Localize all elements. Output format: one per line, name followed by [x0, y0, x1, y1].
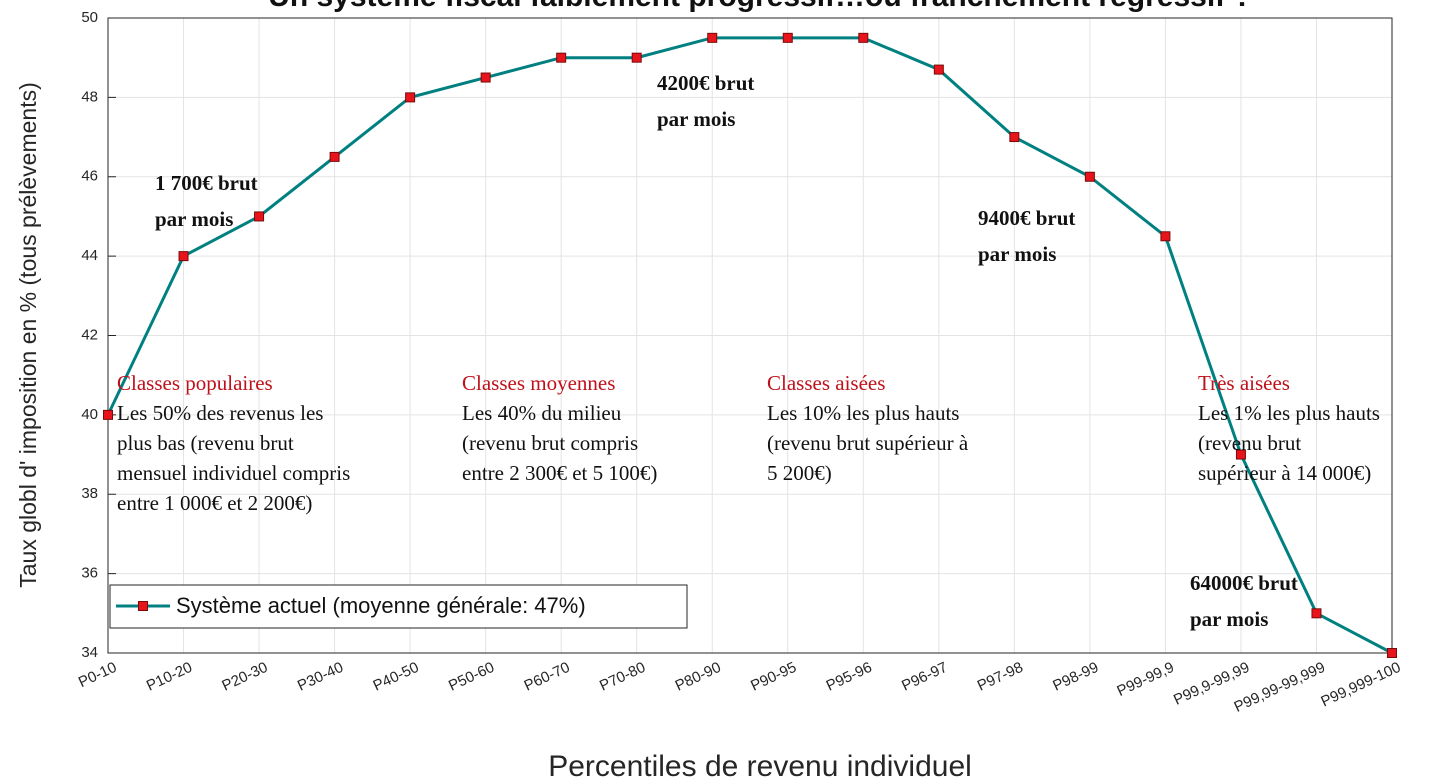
y-tick-label: 48	[81, 88, 98, 105]
data-point	[1084, 171, 1095, 182]
annotation: 64000€ brut	[1190, 571, 1298, 595]
data-point	[103, 409, 113, 420]
annotation: par mois	[657, 107, 735, 131]
x-tick-label: P10-20	[144, 659, 195, 695]
legend-label: Système actuel (moyenne générale: 47%)	[176, 593, 586, 618]
legend-marker	[138, 601, 148, 611]
x-tick-label: P90-95	[748, 659, 799, 695]
class-text: plus bas (revenu brut	[117, 431, 294, 455]
axes-box	[107, 17, 1393, 654]
data-line	[106, 36, 1393, 655]
data-point	[178, 251, 189, 262]
annotation: par mois	[155, 207, 233, 231]
x-axis-label: Percentiles de revenu individuel	[548, 750, 972, 783]
class-title: Classes populaires	[117, 371, 273, 395]
class-text: supérieur à 14 000€)	[1198, 461, 1371, 485]
class-text: (revenu brut supérieur à	[767, 431, 969, 455]
annotation: 9400€ brut	[978, 206, 1075, 230]
x-tick-label: P95-96	[824, 659, 875, 695]
class-text: entre 2 300€ et 5 100€)	[462, 461, 657, 485]
class-text: (revenu brut compris	[462, 431, 638, 455]
data-point	[933, 64, 944, 75]
x-tick-label: P97-98	[975, 659, 1026, 695]
annotation: par mois	[978, 242, 1056, 266]
x-tick-label: P50-60	[446, 659, 497, 695]
data-point	[858, 32, 869, 43]
data-point	[631, 52, 642, 63]
y-tick-label: 50	[81, 9, 98, 26]
y-axis-label: Taux globl d' imposition en % (tous prél…	[15, 82, 41, 588]
x-tick-label: P0-10	[76, 659, 119, 691]
x-tick-label: P99,999-100	[1318, 659, 1403, 711]
class-title: Classes aisées	[767, 371, 885, 395]
x-tick-label: P60-70	[522, 659, 573, 695]
data-point	[1160, 231, 1171, 242]
y-tick-label: 36	[81, 565, 98, 582]
annotation: 1 700€ brut	[155, 171, 258, 195]
x-tick-label: P70-80	[597, 659, 648, 695]
data-point	[782, 32, 793, 43]
class-text: Les 1% les plus hauts	[1198, 401, 1380, 425]
data-point	[405, 92, 416, 103]
annotation: 4200€ brut	[657, 71, 754, 95]
y-tick-label: 46	[81, 168, 98, 185]
data-point	[707, 32, 718, 43]
class-text: (revenu brut	[1198, 431, 1301, 455]
y-tick-label: 40	[81, 406, 98, 423]
data-point	[1235, 449, 1246, 460]
x-tick-label: P96-97	[899, 659, 950, 695]
y-tick-label: 38	[81, 485, 98, 502]
x-tick-label: P40-50	[370, 659, 421, 695]
y-tick-label: 44	[81, 247, 98, 264]
y-tick-label: 42	[81, 326, 98, 343]
x-tick-label: P99-99,9	[1114, 659, 1176, 700]
class-text: Les 10% les plus hauts	[767, 401, 959, 425]
annotation: par mois	[1190, 607, 1268, 631]
data-point	[556, 52, 567, 63]
data-point	[1387, 648, 1397, 658]
legend-box	[109, 584, 688, 629]
class-text: Les 50% des revenus les	[117, 401, 323, 425]
chart-title: Un système fiscal faiblement progressif……	[268, 0, 1252, 13]
class-title: Classes moyennes	[462, 371, 615, 395]
x-tick-label: P20-30	[219, 659, 270, 695]
x-tick-label: P80-90	[673, 659, 724, 695]
data-point	[254, 211, 265, 222]
class-text: mensuel individuel compris	[117, 461, 350, 485]
data-point	[329, 151, 340, 162]
data-point	[1311, 608, 1322, 619]
class-text: 5 200€)	[767, 461, 832, 485]
x-tick-label: P98-99	[1050, 659, 1101, 695]
x-tick-label: P30-40	[295, 659, 346, 695]
data-point	[480, 72, 491, 83]
y-tick-label: 34	[81, 644, 98, 661]
class-text: entre 1 000€ et 2 200€)	[117, 491, 312, 515]
class-title: Très aisées	[1198, 371, 1290, 395]
data-point	[1009, 132, 1020, 143]
class-text: Les 40% du milieu	[462, 401, 622, 425]
